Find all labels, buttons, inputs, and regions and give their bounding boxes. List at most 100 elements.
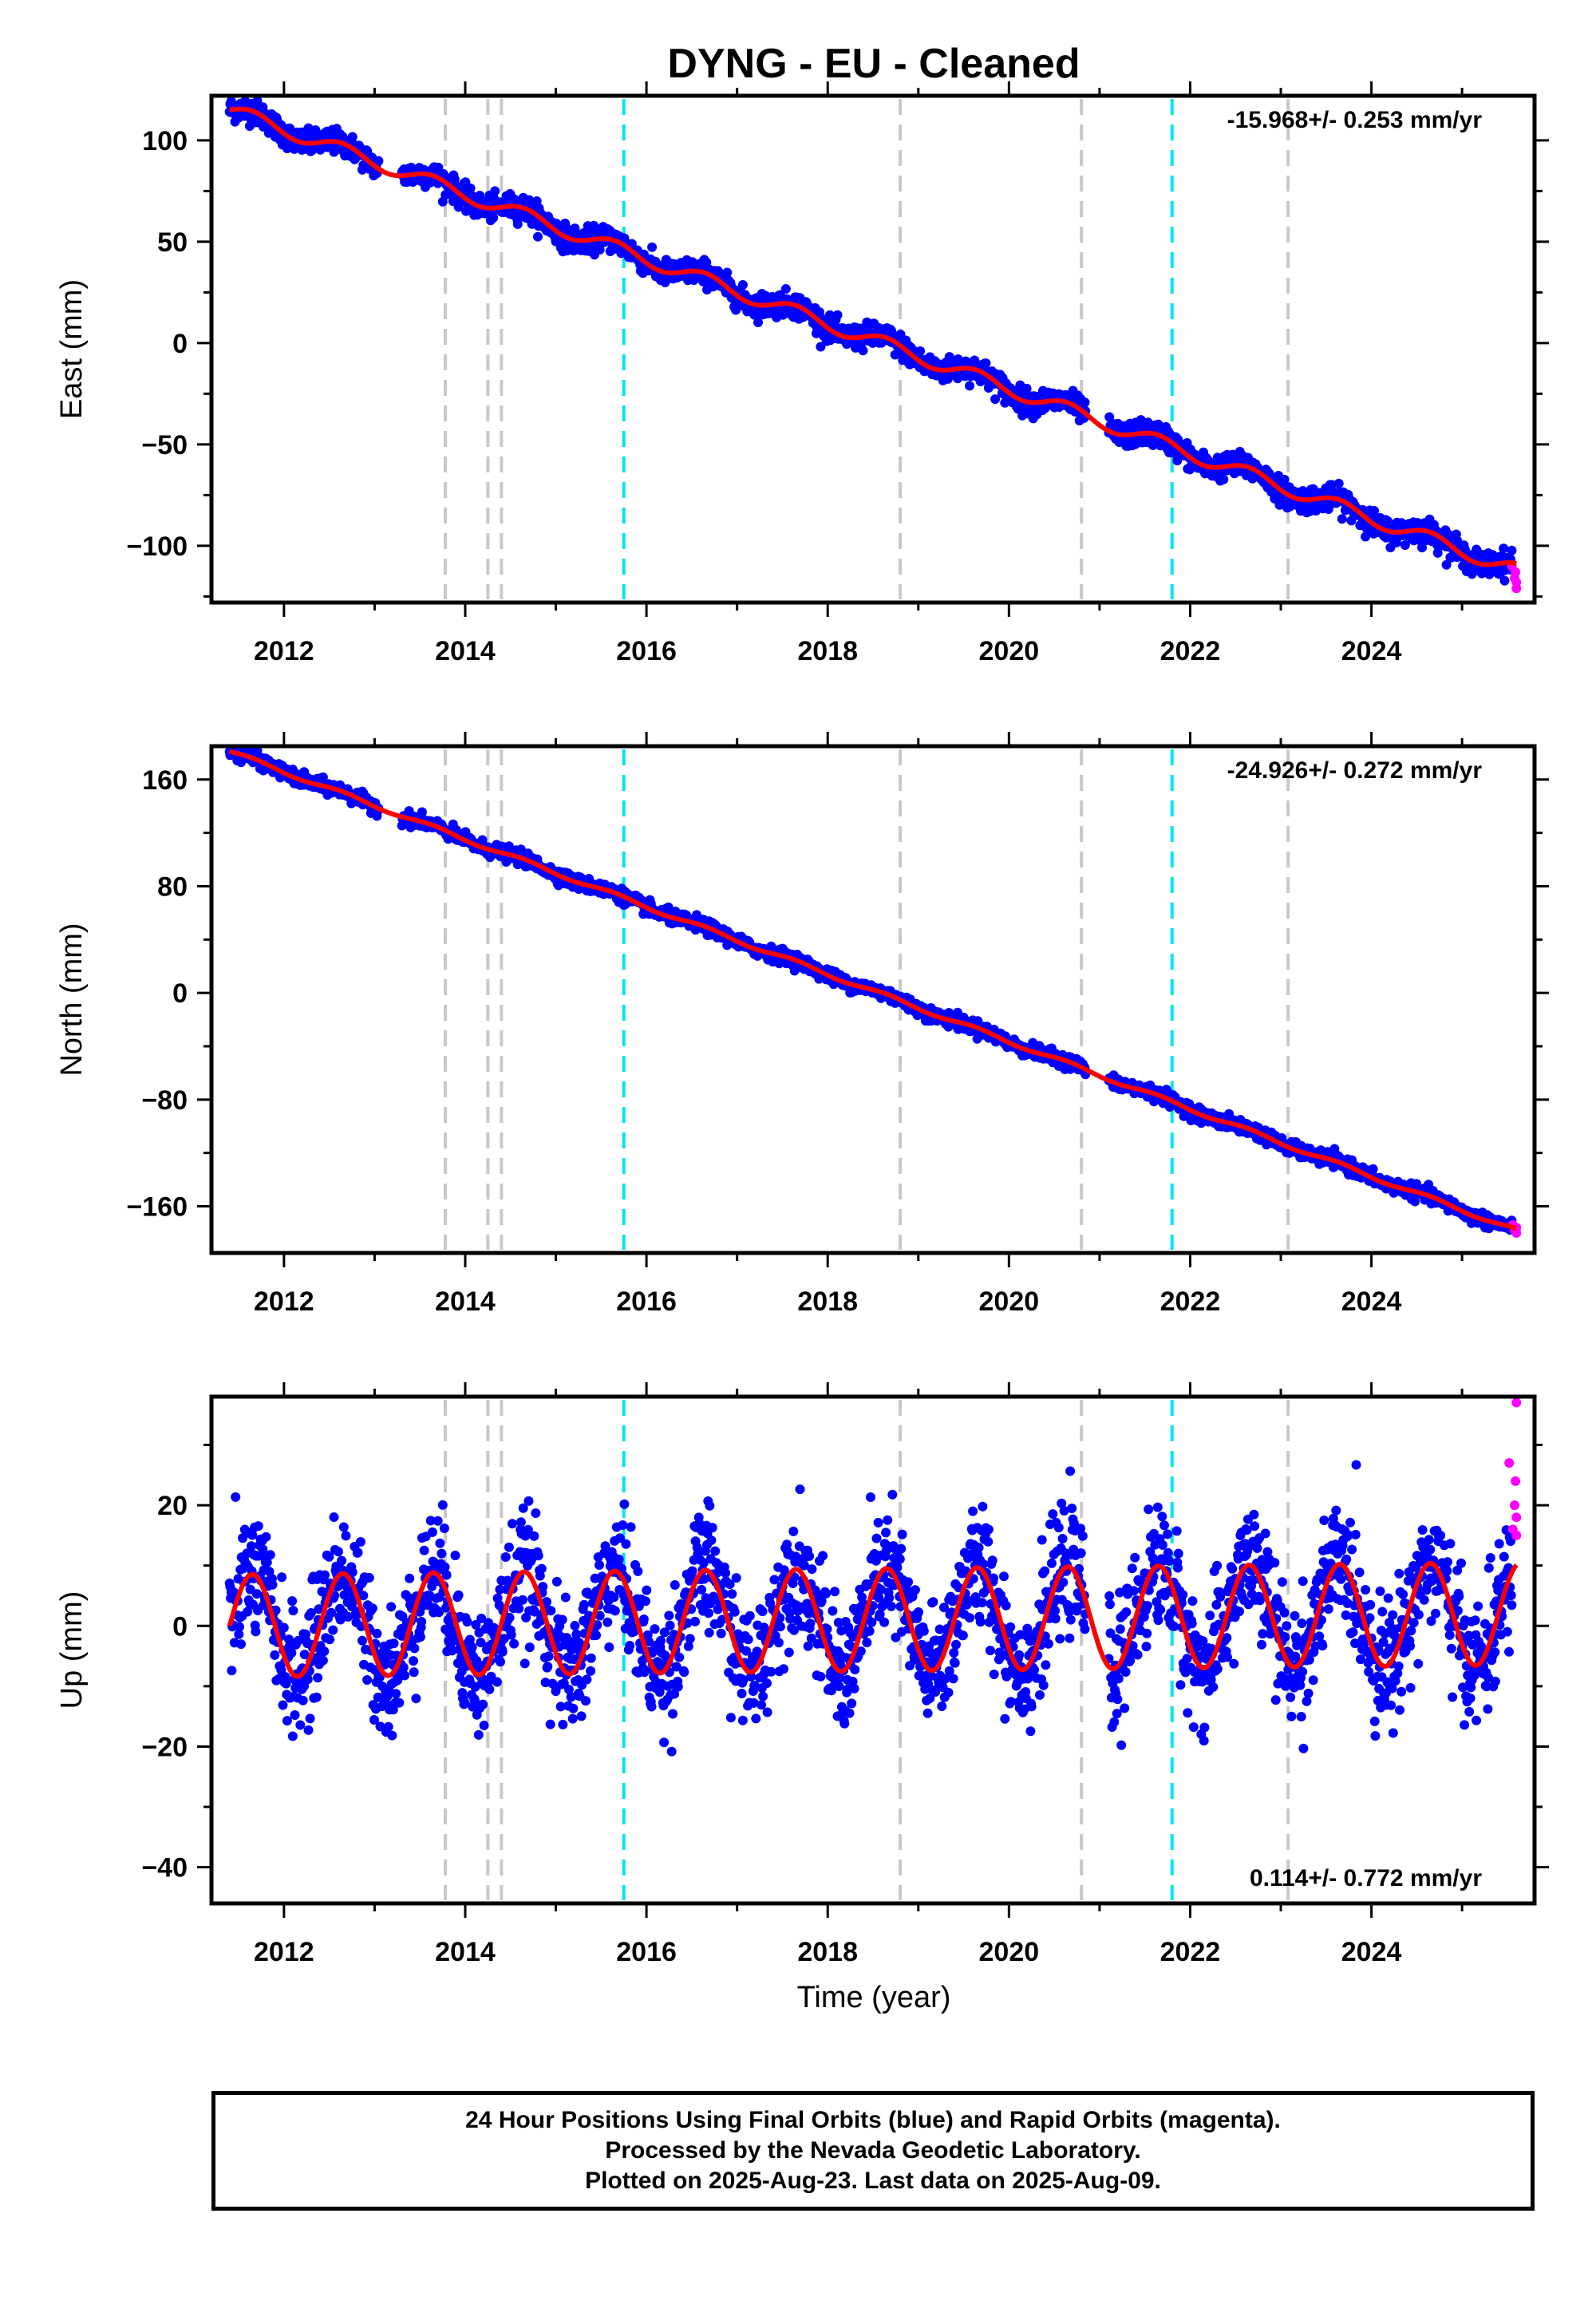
data-point <box>1499 543 1508 553</box>
data-point <box>738 280 748 290</box>
data-point <box>247 1541 256 1551</box>
data-point <box>859 346 868 355</box>
x-tick-label: 2012 <box>254 1286 314 1317</box>
y-tick-label: 100 <box>142 126 188 156</box>
final-orbit-points <box>225 96 1517 585</box>
data-point <box>915 346 925 356</box>
x-tick-label: 2020 <box>979 1286 1040 1317</box>
model-line <box>230 752 1517 1228</box>
data-point <box>1334 479 1344 488</box>
rate-label: -15.968+/- 0.253 mm/yr <box>1227 107 1483 133</box>
data-point <box>313 1673 322 1682</box>
x-tick-label: 2022 <box>1160 1286 1221 1317</box>
data-point <box>312 1693 322 1702</box>
data-point <box>235 1622 244 1632</box>
x-tick-label: 2018 <box>797 636 858 666</box>
data-point <box>268 1580 278 1590</box>
x-tick-label: 2022 <box>1160 636 1221 666</box>
data-point <box>231 1492 240 1502</box>
data-point <box>362 1675 372 1685</box>
data-point <box>319 1646 329 1656</box>
data-point <box>282 1716 292 1725</box>
y-tick-label: −160 <box>126 1192 188 1223</box>
y-axis-label: North (mm) <box>55 923 89 1076</box>
data-point <box>330 1512 339 1522</box>
data-point <box>286 1648 296 1658</box>
data-point <box>1337 514 1347 524</box>
data-point <box>833 310 843 320</box>
data-point <box>306 1713 315 1723</box>
data-point <box>288 1732 298 1741</box>
data-point <box>533 232 543 242</box>
data-point <box>342 1531 351 1540</box>
data-point <box>320 1571 330 1580</box>
data-point <box>303 1674 313 1684</box>
data-point <box>236 1639 246 1649</box>
data-point <box>282 1679 291 1689</box>
data-point <box>354 1547 363 1557</box>
x-tick-label: 2024 <box>1341 636 1402 666</box>
figure: DYNG - EU - Cleaned 2012 2014 2016 2018 2020… <box>0 0 1596 2316</box>
data-point <box>1507 546 1516 555</box>
data-point <box>325 1634 334 1644</box>
data-point <box>288 1606 298 1615</box>
x-tick-label: 2016 <box>616 1286 677 1317</box>
data-point <box>326 1608 336 1618</box>
data-point <box>287 1596 297 1606</box>
data-point <box>279 1623 289 1633</box>
data-point <box>318 1656 328 1666</box>
up-panel: 2012 2014 2016 2018 2020 2022 2024−40−20020Up … <box>55 1382 1549 1967</box>
data-point <box>372 1629 381 1638</box>
data-point <box>731 306 741 315</box>
y-tick-label: −100 <box>126 532 188 562</box>
x-tick-label: 2024 <box>1341 1286 1402 1317</box>
data-point <box>647 243 657 252</box>
data-point <box>982 358 991 368</box>
data-point <box>513 219 523 229</box>
y-tick-label: −80 <box>141 1085 188 1116</box>
data-point <box>1369 1164 1378 1174</box>
y-tick-label: −50 <box>141 430 188 460</box>
x-tick-label: 2014 <box>435 636 496 666</box>
x-tick-label: 2016 <box>616 636 677 666</box>
data-point <box>251 1626 260 1636</box>
y-tick-label: 80 <box>157 871 188 902</box>
rapid-point <box>1511 567 1520 577</box>
east-panel: 2012 2014 2016 2018 2020 2022 2024−100−5005010… <box>55 81 1549 666</box>
rate-label: -24.926+/- 0.272 mm/yr <box>1227 757 1483 784</box>
data-point <box>368 1603 377 1613</box>
chart-figure: DYNG - EU - Cleaned 2012 2014 2016 2018 2020… <box>0 0 1596 2091</box>
data-point <box>290 1710 300 1720</box>
data-point <box>298 1696 308 1705</box>
data-point <box>965 381 974 390</box>
x-tick-label: 2018 <box>797 1286 858 1317</box>
data-point <box>1500 576 1510 586</box>
data-point <box>488 213 498 223</box>
x-tick-label: 2020 <box>979 636 1040 666</box>
y-tick-label: 160 <box>142 765 188 796</box>
y-tick-label: 50 <box>157 227 188 258</box>
data-point <box>356 1537 365 1547</box>
data-point <box>334 1547 343 1556</box>
data-point <box>358 1636 367 1646</box>
y-tick-label: 0 <box>172 329 188 359</box>
data-point <box>328 1626 338 1635</box>
data-point <box>339 1523 349 1532</box>
data-point <box>254 1521 263 1531</box>
data-point <box>227 1666 236 1675</box>
data-point <box>277 1572 286 1582</box>
north-panel: 2012 2014 2016 2018 2020 2022 2024−160−8008016… <box>55 732 1549 1317</box>
data-point <box>781 284 791 294</box>
data-point <box>1080 397 1090 407</box>
data-point <box>304 1725 314 1735</box>
data-point <box>348 132 358 142</box>
data-point <box>1219 475 1228 484</box>
data-point <box>266 1550 275 1559</box>
data-point <box>261 1532 271 1542</box>
chart-title: DYNG - EU - Cleaned <box>667 41 1080 87</box>
data-point <box>337 1556 346 1566</box>
y-axis-label: East (mm) <box>55 279 89 419</box>
x-tick-label: 2014 <box>435 1286 496 1317</box>
rapid-point <box>1511 578 1521 587</box>
data-point <box>270 1650 279 1660</box>
